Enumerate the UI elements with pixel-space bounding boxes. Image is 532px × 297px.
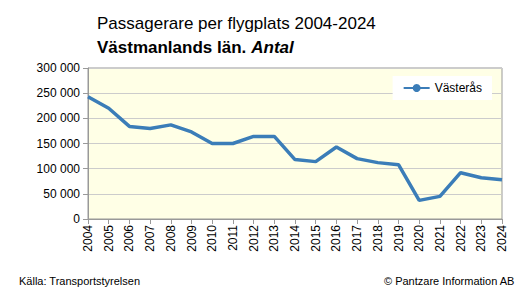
svg-text:2007: 2007 (143, 225, 157, 252)
svg-text:2019: 2019 (392, 225, 406, 252)
svg-text:2008: 2008 (164, 225, 178, 252)
svg-text:2012: 2012 (247, 225, 261, 252)
svg-text:300 000: 300 000 (37, 61, 81, 75)
svg-text:2020: 2020 (412, 225, 426, 252)
svg-text:100 000: 100 000 (37, 162, 81, 176)
svg-text:200 000: 200 000 (37, 111, 81, 125)
svg-text:2014: 2014 (288, 225, 302, 252)
svg-text:2018: 2018 (371, 225, 385, 252)
svg-text:Passagerare per flygplats 2004: Passagerare per flygplats 2004-2024 (97, 14, 376, 33)
svg-text:2006: 2006 (122, 225, 136, 252)
svg-text:Västerås: Västerås (435, 81, 482, 95)
svg-text:0: 0 (73, 212, 80, 226)
svg-text:2009: 2009 (185, 225, 199, 252)
svg-text:2022: 2022 (454, 225, 468, 252)
svg-text:2017: 2017 (350, 225, 364, 252)
svg-text:2005: 2005 (102, 225, 116, 252)
svg-text:Källa: Transportstyrelsen: Källa: Transportstyrelsen (19, 275, 140, 287)
svg-text:2015: 2015 (309, 225, 323, 252)
svg-text:2004: 2004 (81, 225, 95, 252)
svg-text:2011: 2011 (226, 225, 240, 251)
svg-text:2010: 2010 (205, 225, 219, 252)
svg-text:Västmanlands län.: Västmanlands län. (97, 38, 246, 57)
svg-text:250 000: 250 000 (37, 86, 81, 100)
svg-text:2024: 2024 (495, 225, 509, 252)
svg-text:50 000: 50 000 (43, 187, 80, 201)
svg-text:Antal: Antal (250, 38, 295, 57)
svg-text:2021: 2021 (433, 225, 447, 252)
svg-text:150 000: 150 000 (37, 137, 81, 151)
svg-text:2023: 2023 (474, 225, 488, 252)
svg-text:2016: 2016 (329, 225, 343, 252)
svg-text:© Pantzare Information AB: © Pantzare Information AB (384, 275, 514, 287)
svg-text:2013: 2013 (267, 225, 281, 252)
